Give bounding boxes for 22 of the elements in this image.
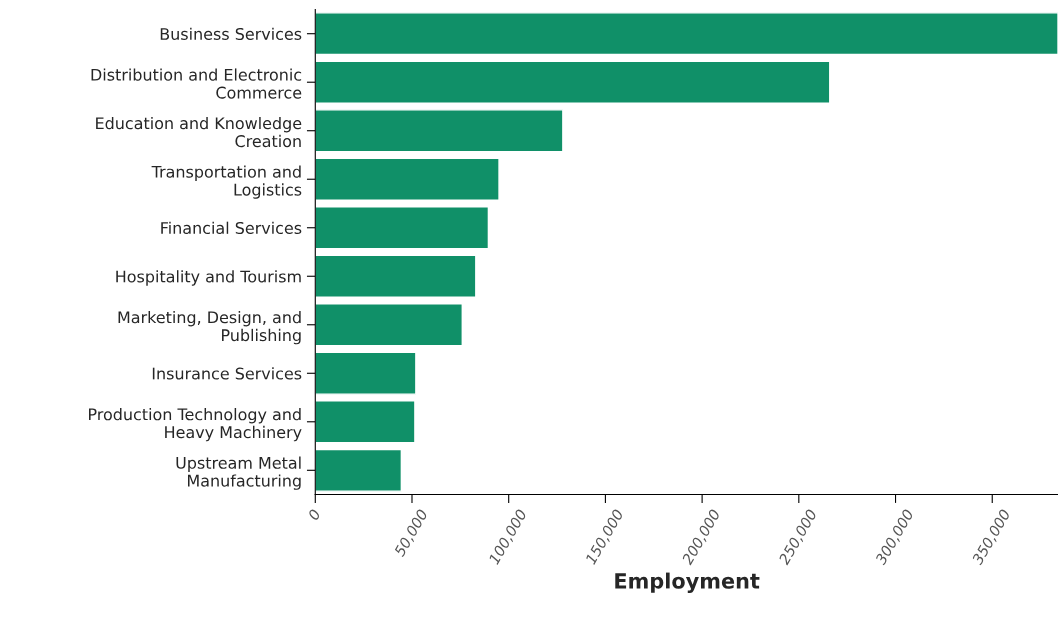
y-tick-label: Insurance Services [152, 367, 302, 380]
bar [315, 400, 416, 444]
y-tick-label: Distribution and Electronic Commerce [91, 68, 302, 99]
y-tick-label: Financial Services [161, 221, 302, 235]
bar [315, 60, 831, 104]
bar [315, 448, 403, 492]
y-tick-label: Marketing, Design, and Publishing [118, 310, 301, 345]
bar [315, 157, 500, 201]
bar [315, 254, 477, 298]
bar [315, 109, 564, 153]
y-tick-label: Business Services [160, 27, 302, 40]
bar [315, 303, 463, 347]
bar [315, 206, 490, 250]
bar [315, 351, 417, 395]
y-tick-label: Hospitality and Tourism [116, 270, 301, 286]
y-tick-label: Upstream Metal Manufacturing [176, 456, 301, 490]
y-tick-label: Education and Knowledge Creation [96, 116, 302, 148]
bar [315, 12, 1058, 56]
x-axis-title: Employment [615, 572, 760, 593]
y-tick-label: Production Technology and Heavy Machinery [89, 407, 302, 442]
y-tick-label: Transportation and Logistics [151, 165, 302, 199]
x-tick-label: 0 [307, 508, 321, 521]
